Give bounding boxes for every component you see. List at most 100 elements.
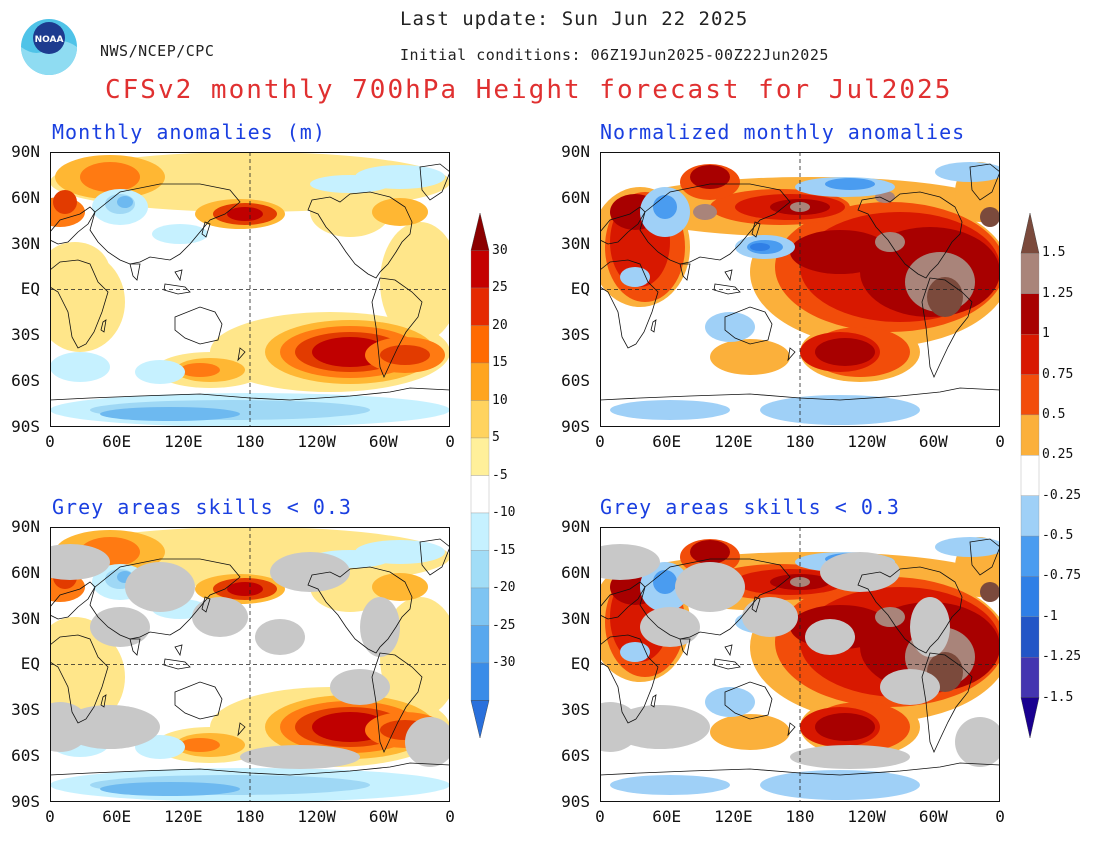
low-skill-area (360, 597, 400, 657)
colorbar-segment (470, 400, 490, 439)
anomaly-contour (380, 345, 430, 365)
colorbar-label: -5 (492, 467, 508, 483)
lon-label: 60W (918, 807, 948, 826)
anomaly-contour (690, 540, 730, 564)
colorbar-label: 0.75 (1042, 366, 1074, 382)
anomaly-contour (815, 713, 875, 741)
colorbar-segment (470, 325, 490, 364)
colorbar-label: 10 (492, 392, 508, 408)
low-skill-area (270, 552, 350, 592)
low-skill-area (255, 619, 305, 655)
anomaly-contour (610, 775, 730, 795)
anomaly-contour (620, 642, 650, 662)
lon-label: 120W (847, 432, 886, 451)
anomaly-contour (372, 198, 428, 226)
lat-label: 30N (11, 233, 40, 253)
low-skill-area (955, 717, 1000, 767)
colorbar-segment (1020, 253, 1040, 294)
anomaly-contour (50, 352, 110, 382)
map-anomalies-skill (50, 527, 450, 802)
anomaly-contour (80, 162, 140, 192)
panel-title-bottom-left: Grey areas skills < 0.3 (52, 495, 352, 519)
low-skill-area (600, 544, 660, 580)
coastline (174, 644, 183, 657)
anomaly-contour (227, 582, 263, 596)
colorbar-label: -15 (492, 542, 516, 558)
lat-label: 60S (561, 371, 590, 390)
lat-label: EQ (570, 654, 590, 674)
colorbar-label: 15 (492, 355, 508, 370)
anomaly-contour (935, 537, 1000, 557)
lat-label: 90S (561, 416, 590, 436)
low-skill-area (90, 607, 150, 647)
colorbar-segment (1020, 293, 1040, 335)
lon-label: 0 (595, 432, 605, 451)
coastline (679, 263, 691, 281)
initial-conditions: Initial conditions: 06Z19Jun2025-00Z22Ju… (400, 46, 829, 64)
coastline (174, 681, 223, 720)
colorbar-label: -10 (492, 505, 516, 520)
lat-label: 60S (11, 371, 40, 390)
lat-label: 60S (11, 746, 40, 765)
coastline (969, 538, 1000, 576)
coastline (237, 347, 246, 362)
coastline (89, 183, 241, 265)
lon-label: 120W (297, 432, 336, 451)
coastline (237, 722, 246, 737)
lon-label: 60E (652, 807, 682, 826)
anomaly-contour (935, 162, 1000, 182)
low-skill-area (405, 717, 450, 767)
lat-label: 60N (561, 562, 590, 582)
coastline (129, 638, 141, 656)
coastline (724, 269, 733, 282)
anomaly-contour (705, 687, 755, 717)
lon-label: 120W (297, 807, 336, 826)
lon-label: 120E (164, 432, 203, 451)
lat-label: 30S (561, 700, 590, 720)
anomaly-contour (980, 582, 1000, 602)
colorbar-label: -1.5 (1042, 689, 1074, 705)
low-skill-area (240, 745, 360, 769)
colorbar-anomalies (470, 213, 490, 738)
anomaly-contour (980, 207, 1000, 227)
low-skill-area (640, 607, 700, 647)
map-frame (600, 527, 1000, 802)
coastline (921, 277, 973, 379)
colorbar-segment (470, 362, 490, 401)
colorbar-label: 25 (492, 280, 508, 295)
map-normalized-skill (600, 527, 1000, 802)
lon-label: 60E (102, 432, 132, 451)
low-skill-area (330, 669, 390, 705)
anomaly-contour (380, 222, 450, 342)
colorbar-segment (1020, 576, 1040, 617)
coastline (201, 221, 211, 238)
lon-label: 180 (235, 807, 265, 826)
coastline (100, 319, 107, 333)
anomaly-contour (760, 395, 920, 425)
anomaly-contour (710, 339, 790, 375)
colorbar-label: 20 (492, 317, 508, 333)
coastline (679, 638, 691, 656)
low-skill-area (880, 669, 940, 705)
colorbar-label: 0.5 (1042, 406, 1066, 422)
coastline (751, 596, 761, 613)
anomaly-contour (117, 196, 133, 208)
coastline (163, 658, 191, 670)
coastline (89, 558, 241, 640)
anomaly-contour (610, 400, 730, 420)
coastline (724, 306, 773, 345)
anomaly-contour (135, 360, 185, 384)
anomaly-contour (310, 187, 390, 237)
coastline (751, 221, 761, 238)
coastline (129, 263, 141, 281)
low-skill-area (50, 544, 110, 580)
colorbar-segment (1020, 374, 1040, 416)
coastline (174, 269, 183, 282)
anomaly-contour (927, 277, 963, 317)
lon-label: 120E (714, 432, 753, 451)
colorbar-segment (1020, 455, 1040, 496)
coastline (787, 722, 796, 737)
anomaly-contour (653, 195, 677, 219)
lon-label: 180 (785, 807, 815, 826)
low-skill-area (742, 597, 798, 637)
